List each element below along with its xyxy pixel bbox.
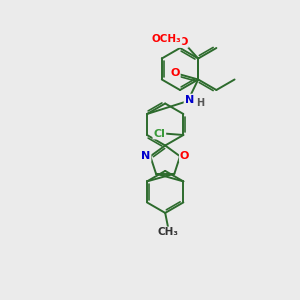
Text: O: O [178,37,188,47]
Text: CH₃: CH₃ [158,227,179,237]
Text: O: O [180,151,189,161]
Text: H: H [196,98,204,108]
Text: Cl: Cl [153,128,165,139]
Text: N: N [141,151,151,161]
Text: O: O [170,68,180,79]
Text: N: N [184,94,194,105]
Text: OCH₃: OCH₃ [152,34,182,44]
